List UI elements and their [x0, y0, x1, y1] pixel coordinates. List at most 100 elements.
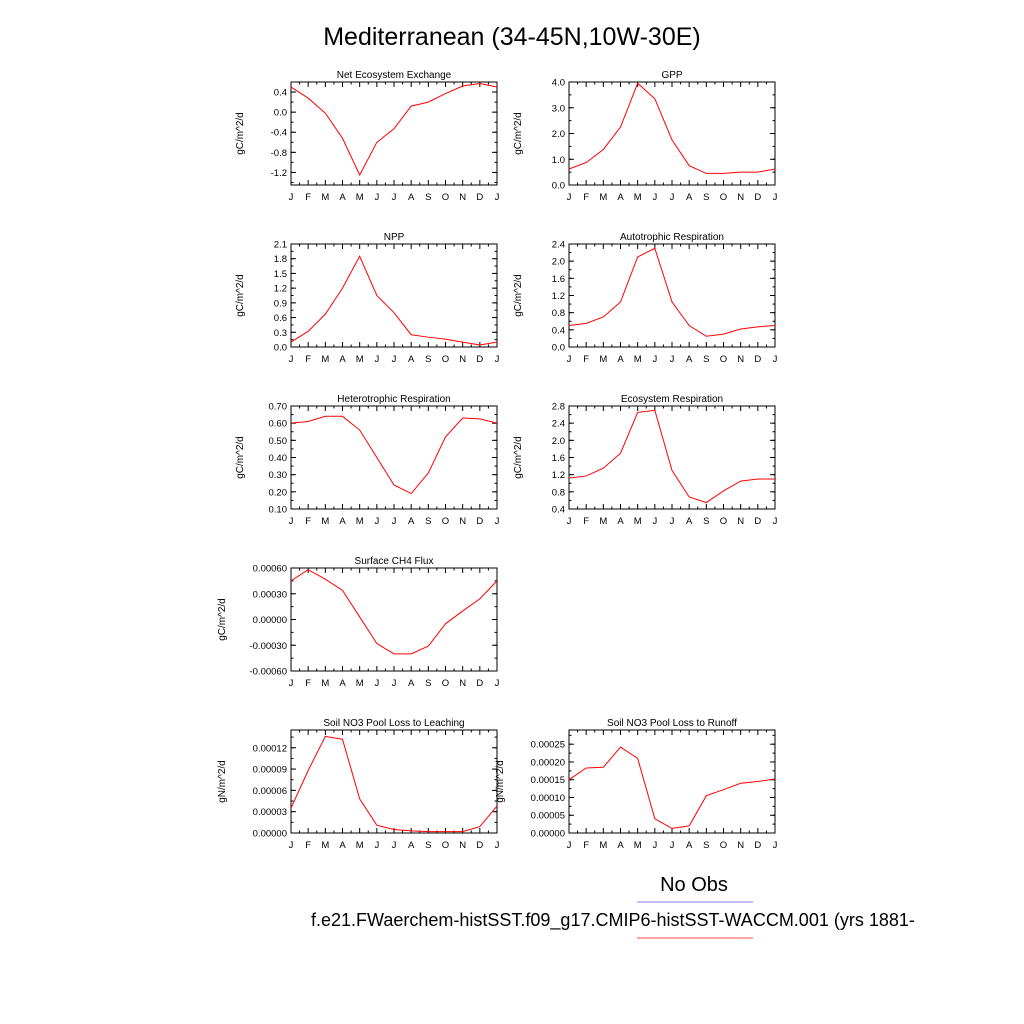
y-tick-label: 0.0: [274, 343, 287, 354]
x-tick-label: S: [703, 354, 709, 365]
x-tick-label: F: [583, 354, 589, 365]
panel-title: GPP: [661, 70, 682, 81]
x-tick-label: J: [567, 516, 572, 527]
y-tick-label: 0.50: [269, 436, 288, 447]
x-tick-label: O: [720, 354, 727, 365]
y-tick-label: 1.2: [552, 470, 565, 481]
y-axis-label: gC/m^2/d: [235, 274, 246, 317]
x-tick-label: J: [289, 354, 294, 365]
y-tick-label: -0.00060: [249, 667, 287, 678]
y-tick-label: 0.20: [269, 487, 288, 498]
x-tick-label: J: [652, 516, 657, 527]
y-tick-label: 0.00030: [253, 589, 287, 600]
x-tick-label: A: [617, 192, 624, 203]
x-tick-label: O: [442, 840, 449, 851]
x-tick-label: J: [289, 678, 294, 689]
y-tick-label: 2.8: [552, 402, 565, 413]
series-line: [290, 569, 498, 655]
y-tick-label: 0.00005: [531, 811, 565, 822]
x-tick-label: O: [720, 516, 727, 527]
x-tick-label: A: [617, 840, 624, 851]
x-tick-label: D: [476, 516, 483, 527]
x-tick-label: N: [459, 840, 466, 851]
x-tick-label: D: [476, 192, 483, 203]
x-tick-label: J: [289, 840, 294, 851]
x-tick-label: N: [737, 354, 744, 365]
x-tick-label: A: [408, 354, 415, 365]
y-tick-label: 2.1: [274, 240, 287, 251]
plot-frame: [568, 405, 776, 510]
x-tick-label: J: [392, 840, 397, 851]
x-tick-label: S: [703, 840, 709, 851]
y-tick-label: 0.10: [269, 505, 288, 516]
x-tick-label: J: [567, 354, 572, 365]
x-tick-label: A: [339, 192, 346, 203]
x-tick-label: N: [459, 678, 466, 689]
y-tick-label: 0.00000: [253, 829, 287, 840]
x-tick-label: A: [408, 192, 415, 203]
x-tick-label: A: [408, 678, 415, 689]
x-tick-label: F: [305, 192, 311, 203]
panel-title: Ecosystem Respiration: [621, 394, 723, 405]
x-tick-label: J: [289, 516, 294, 527]
y-tick-label: -1.2: [271, 168, 287, 179]
y-tick-label: 1.2: [274, 284, 287, 295]
plot-frame: [290, 567, 498, 672]
y-tick-label: 0.00000: [531, 829, 565, 840]
x-tick-label: J: [495, 840, 500, 851]
series-line: [568, 247, 776, 337]
x-tick-label: F: [583, 192, 589, 203]
y-tick-label: 0.0: [552, 181, 565, 192]
x-tick-label: D: [754, 192, 761, 203]
y-tick-label: 0.4: [552, 325, 565, 336]
y-axis-label: gC/m^2/d: [513, 274, 524, 317]
y-tick-label: 0.9: [274, 298, 287, 309]
x-tick-label: O: [720, 840, 727, 851]
x-tick-label: J: [495, 192, 500, 203]
series-line: [290, 415, 498, 495]
x-tick-label: J: [374, 192, 379, 203]
y-tick-label: 0.00009: [253, 765, 287, 776]
x-tick-label: J: [392, 678, 397, 689]
x-tick-label: A: [339, 516, 346, 527]
x-tick-label: O: [442, 516, 449, 527]
x-tick-label: M: [634, 516, 642, 527]
x-tick-label: J: [374, 678, 379, 689]
x-tick-label: S: [425, 192, 431, 203]
x-tick-label: M: [634, 840, 642, 851]
y-tick-label: 0.70: [269, 402, 288, 413]
x-tick-label: J: [289, 192, 294, 203]
x-tick-label: A: [617, 516, 624, 527]
x-tick-label: M: [321, 678, 329, 689]
y-tick-label: -0.8: [271, 148, 287, 159]
x-tick-label: S: [425, 354, 431, 365]
plot-frame: [290, 81, 498, 186]
y-tick-label: 1.8: [274, 254, 287, 265]
series-line: [568, 409, 775, 504]
y-axis-label: gC/m^2/d: [235, 112, 246, 155]
x-tick-label: M: [356, 840, 364, 851]
y-tick-label: 0.8: [552, 487, 565, 498]
figure-title: Mediterranean (34-45N,10W-30E): [323, 23, 701, 51]
x-tick-label: D: [754, 840, 761, 851]
y-tick-label: 0.3: [274, 328, 287, 339]
series-line: [568, 82, 776, 174]
x-tick-label: J: [670, 840, 675, 851]
y-tick-label: 0.00020: [531, 757, 565, 768]
x-tick-label: M: [634, 354, 642, 365]
y-axis-label: gC/m^2/d: [217, 598, 228, 641]
x-tick-label: A: [686, 516, 693, 527]
x-tick-label: J: [392, 192, 397, 203]
series-line: [568, 746, 776, 829]
x-tick-label: M: [599, 516, 607, 527]
x-tick-label: M: [356, 354, 364, 365]
y-tick-label: 2.0: [552, 129, 565, 140]
x-tick-label: S: [425, 678, 431, 689]
y-tick-label: 0.30: [269, 470, 288, 481]
